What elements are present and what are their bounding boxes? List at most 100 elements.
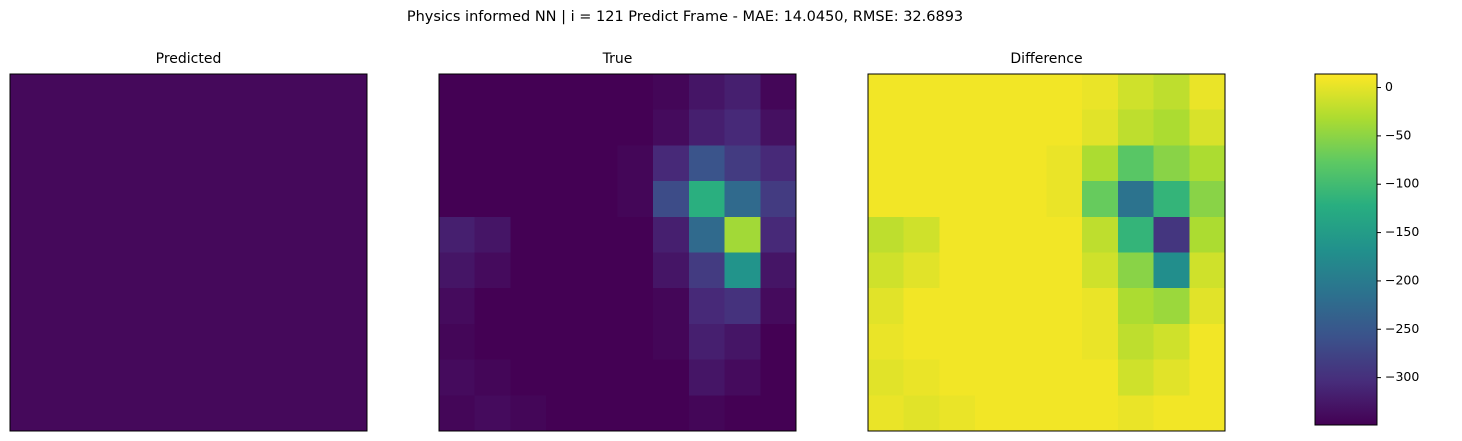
heatmap-cell bbox=[939, 145, 976, 182]
heatmap-cell bbox=[939, 216, 976, 253]
heatmap-cell bbox=[653, 323, 690, 361]
heatmap-cell bbox=[546, 252, 583, 289]
heatmap-cell bbox=[474, 109, 511, 146]
heatmap-cell bbox=[510, 359, 547, 396]
heatmap-cell bbox=[188, 252, 225, 289]
heatmap-cell bbox=[546, 288, 583, 325]
heatmap-cell bbox=[45, 74, 82, 111]
heatmap-cell bbox=[975, 252, 1012, 289]
colorbar-tick-label: −100 bbox=[1385, 176, 1419, 191]
heatmap-cell bbox=[117, 395, 154, 432]
heatmap-cell bbox=[688, 252, 726, 289]
heatmap-cell bbox=[10, 288, 47, 325]
heatmap-cell bbox=[617, 288, 654, 325]
heatmap-cell bbox=[724, 74, 761, 111]
heatmap-cell bbox=[1082, 145, 1119, 182]
heatmap-cell bbox=[439, 323, 476, 361]
heatmap-cell bbox=[1153, 74, 1190, 111]
heatmap-cell bbox=[581, 74, 618, 111]
heatmap-cell bbox=[688, 359, 726, 396]
heatmap-cell bbox=[474, 395, 511, 432]
heatmap-cell bbox=[1153, 145, 1190, 182]
heatmap-cell bbox=[439, 216, 476, 253]
heatmap-cell bbox=[653, 395, 690, 432]
panel-title: Predicted bbox=[156, 51, 222, 67]
figure-title: Physics informed NN | i = 121 Predict Fr… bbox=[407, 9, 963, 25]
heatmap-cell bbox=[152, 395, 189, 432]
heatmap-cell bbox=[581, 252, 618, 289]
heatmap-cell bbox=[510, 145, 547, 182]
heatmap-cell bbox=[259, 252, 297, 289]
heatmap-cell bbox=[224, 216, 261, 253]
heatmap-cell bbox=[152, 145, 189, 182]
heatmap-cell bbox=[510, 181, 547, 218]
heatmap-cell bbox=[259, 216, 297, 253]
heatmap-cell bbox=[81, 252, 118, 289]
heatmap-cell bbox=[868, 288, 905, 325]
heatmap-cell bbox=[224, 288, 261, 325]
heatmap-cell bbox=[617, 216, 654, 253]
heatmap-cell bbox=[439, 359, 476, 396]
heatmap-cell bbox=[188, 395, 225, 432]
heatmap-cell bbox=[510, 252, 547, 289]
heatmap-cell bbox=[1046, 359, 1083, 396]
heatmap-cell bbox=[117, 323, 154, 361]
heatmap-cell bbox=[259, 74, 297, 111]
heatmap-cell bbox=[152, 216, 189, 253]
colorbar bbox=[1314, 73, 1378, 426]
heatmap-cell bbox=[188, 359, 225, 396]
heatmap-cell bbox=[724, 145, 761, 182]
heatmap-cell bbox=[510, 74, 547, 111]
heatmap-cell bbox=[259, 359, 297, 396]
heatmap-cell bbox=[295, 109, 332, 146]
heatmap-cell bbox=[439, 181, 476, 218]
heatmap-cell bbox=[975, 145, 1012, 182]
heatmap-cell bbox=[1189, 109, 1226, 146]
heatmap-cell bbox=[81, 181, 118, 218]
heatmap-cell bbox=[188, 74, 225, 111]
heatmap-cell bbox=[188, 145, 225, 182]
heatmap-cell bbox=[45, 323, 82, 361]
heatmap-cell bbox=[1010, 359, 1047, 396]
heatmap-cell bbox=[1189, 181, 1226, 218]
heatmap-cell bbox=[546, 74, 583, 111]
heatmap-cell bbox=[81, 145, 118, 182]
heatmap-cell bbox=[10, 216, 47, 253]
panel-frame bbox=[438, 73, 797, 432]
heatmap-cell bbox=[724, 395, 761, 432]
heatmap-cell bbox=[1082, 181, 1119, 218]
heatmap-cell bbox=[688, 145, 726, 182]
heatmap-cell bbox=[903, 359, 940, 396]
heatmap-cell bbox=[724, 216, 761, 253]
heatmap-cell bbox=[10, 181, 47, 218]
heatmap-cell bbox=[617, 395, 654, 432]
heatmap-cell bbox=[1046, 181, 1083, 218]
heatmap-cell bbox=[724, 359, 761, 396]
heatmap-cell bbox=[903, 181, 940, 218]
heatmap-cell bbox=[81, 109, 118, 146]
heatmap-cell bbox=[510, 109, 547, 146]
colorbar-tick-label: −50 bbox=[1385, 127, 1411, 142]
heatmap-cell bbox=[224, 359, 261, 396]
heatmap-cell bbox=[653, 74, 690, 111]
panel-title: True bbox=[602, 51, 633, 67]
heatmap-cell bbox=[331, 288, 368, 325]
heatmap-cell bbox=[474, 288, 511, 325]
colorbar-tick-label: −200 bbox=[1385, 272, 1419, 287]
heatmap-cell bbox=[724, 109, 761, 146]
heatmap-cell bbox=[295, 74, 332, 111]
heatmap-cell bbox=[439, 288, 476, 325]
heatmap-cell bbox=[295, 145, 332, 182]
heatmap-cell bbox=[331, 323, 368, 361]
heatmap-cell bbox=[1046, 74, 1083, 111]
heatmap-cell bbox=[117, 109, 154, 146]
heatmap-cell bbox=[939, 395, 976, 432]
heatmap-cell bbox=[903, 252, 940, 289]
heatmap-cell bbox=[1082, 109, 1119, 146]
heatmap-cell bbox=[546, 181, 583, 218]
heatmap-cell bbox=[939, 288, 976, 325]
heatmap-cell bbox=[760, 359, 797, 396]
heatmap-cell bbox=[1082, 288, 1119, 325]
heatmap-cell bbox=[1117, 395, 1155, 432]
heatmap-cell bbox=[45, 109, 82, 146]
